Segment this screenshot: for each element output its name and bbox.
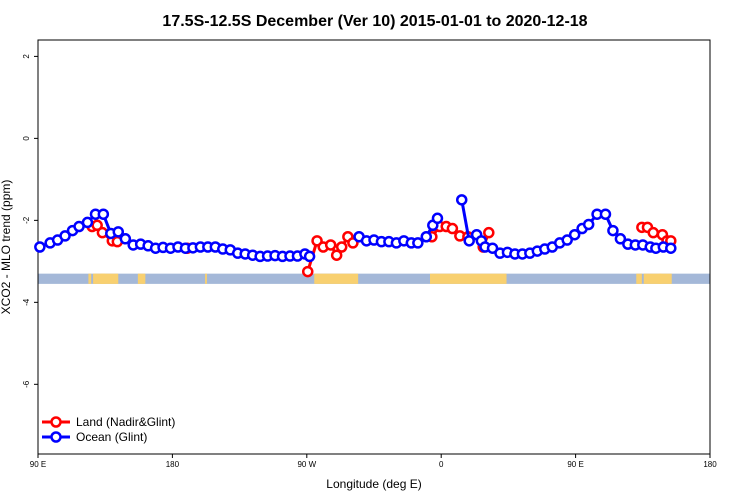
legend: Land (Nadir&Glint) Ocean (Glint) (42, 415, 175, 444)
series-ocean-point (112, 226, 125, 238)
land-segment (88, 273, 92, 284)
land-segment (643, 273, 662, 284)
y-axis-label: XCO2 - MLO trend (ppm) (0, 180, 13, 315)
y-tick-label: -4 (22, 298, 31, 306)
y-axis: 2 0 -2 -4 -6 (22, 54, 38, 388)
series-ocean-point (599, 208, 612, 220)
series-ocean-point (463, 235, 475, 247)
series-ocean-point (607, 224, 619, 237)
series-land-point (647, 226, 660, 239)
ocean-strip (38, 273, 710, 284)
series-land-point (330, 249, 343, 261)
series-land-point (483, 226, 495, 239)
legend-land-marker (50, 416, 62, 428)
land-segment (93, 273, 96, 284)
chart-title: 17.5S-12.5S December (Ver 10) 2015-01-01… (162, 13, 587, 30)
legend-land-label: Land (Nadir&Glint) (76, 415, 175, 429)
series-ocean-point (582, 218, 595, 231)
series-land (86, 219, 677, 278)
land-segment (430, 273, 507, 284)
land-segment (137, 273, 146, 284)
series-land-point (446, 222, 459, 235)
legend-ocean-label: Ocean (Glint) (76, 430, 147, 444)
x-tick-label: 90 E (567, 460, 583, 469)
y-tick-label: 2 (22, 54, 31, 59)
x-tick-label: 180 (703, 460, 717, 469)
x-tick-label: 90 W (297, 460, 316, 469)
land-segment (94, 273, 106, 284)
legend-ocean-marker (50, 431, 62, 443)
y-tick-label: -2 (22, 216, 31, 224)
x-tick-label: 180 (166, 460, 180, 469)
series-ocean-point (455, 194, 468, 206)
series-ocean-point (665, 242, 677, 254)
series-land-point (324, 239, 337, 251)
series-ocean-point (119, 233, 132, 245)
series-ocean-point (614, 233, 627, 245)
series-ocean-point (34, 241, 46, 253)
series-ocean-point (59, 230, 71, 242)
series-land-point (301, 265, 314, 278)
x-axis-label: Longitude (deg E) (326, 477, 421, 491)
land-segment (658, 273, 672, 284)
land-ocean-strip (38, 273, 710, 284)
y-tick-label: 0 (22, 136, 31, 141)
series-land-point (91, 219, 103, 232)
land-segment (100, 273, 119, 284)
x-tick-label: 90 E (30, 460, 46, 469)
series-ocean-point (431, 212, 444, 225)
series-ocean-point (303, 250, 316, 263)
series-land-point (335, 241, 348, 253)
land-segment (314, 273, 359, 284)
y-tick-label: -6 (22, 380, 31, 388)
land-segment (636, 273, 642, 284)
land-segment (205, 273, 207, 284)
series-ocean-point (412, 237, 424, 249)
series-ocean-point (81, 216, 94, 229)
series-ocean-point (420, 231, 433, 243)
series-layer (34, 194, 677, 278)
x-axis: 90 E 180 90 W 0 90 E 180 (30, 454, 717, 469)
x-tick-label: 0 (439, 460, 444, 469)
series-ocean (34, 194, 677, 263)
series-ocean-point (568, 228, 581, 241)
series-ocean-point (561, 234, 573, 246)
series-ocean-point (97, 208, 110, 220)
